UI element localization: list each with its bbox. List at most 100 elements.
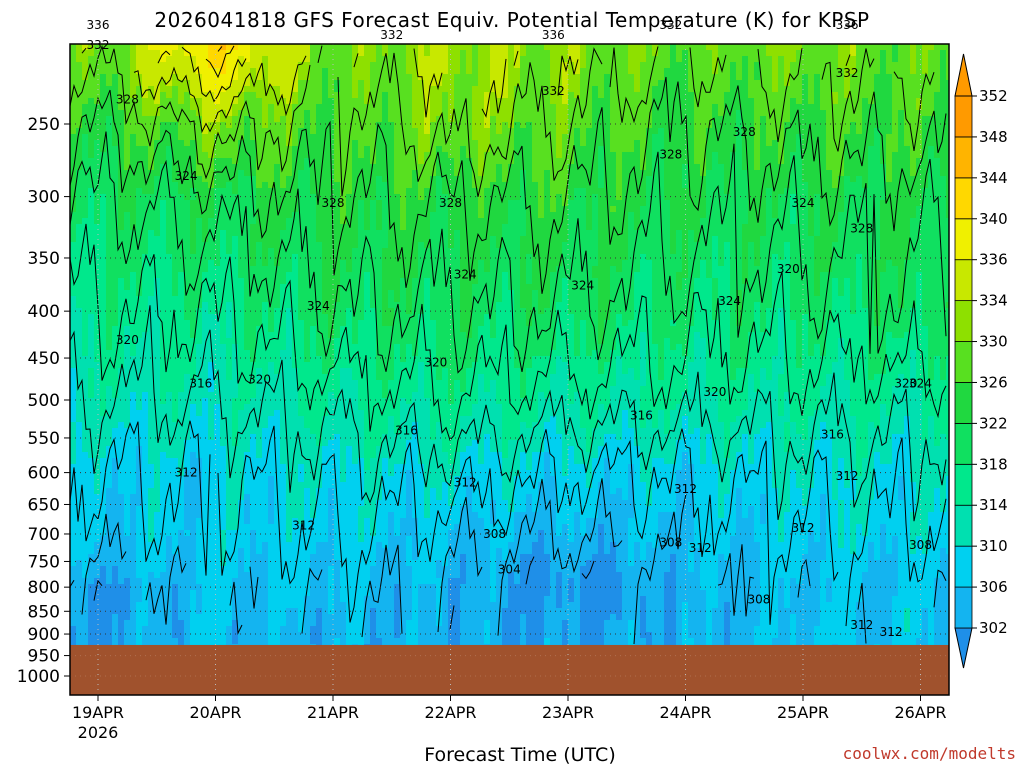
contour-label: 336 bbox=[542, 28, 565, 42]
contour-label: 308 bbox=[659, 535, 682, 549]
contour-label: 324 bbox=[792, 196, 815, 210]
colorbar-tick-label: 310 bbox=[979, 537, 1008, 555]
colorbar-tick-label: 344 bbox=[979, 169, 1008, 187]
colorbar-segment bbox=[954, 300, 973, 342]
colorbar-tick-label: 326 bbox=[979, 373, 1008, 391]
contour-label: 312 bbox=[689, 541, 712, 555]
pressure-tick-label: 950 bbox=[28, 647, 60, 667]
time-tick-label: 25APR bbox=[777, 703, 829, 722]
contour-label: 312 bbox=[792, 521, 815, 535]
contour-label: 320 bbox=[424, 355, 447, 369]
contour-label: 316 bbox=[630, 409, 653, 423]
contour-label: 324 bbox=[571, 278, 594, 292]
contour-label: 320 bbox=[703, 385, 726, 399]
contour-label: 320 bbox=[894, 377, 917, 391]
colorbar-tick-label: 352 bbox=[979, 87, 1008, 105]
pressure-tick-label: 700 bbox=[28, 525, 60, 545]
contour-label: 320 bbox=[777, 262, 800, 276]
pressure-tick-label: 350 bbox=[28, 249, 60, 269]
colorbar-tick-label: 340 bbox=[979, 210, 1008, 228]
colorbar-segment bbox=[954, 95, 973, 138]
contour-label: 316 bbox=[395, 424, 418, 438]
colorbar-segment bbox=[954, 586, 973, 629]
source-credit[interactable]: coolwx.com/modelts bbox=[842, 744, 1016, 763]
plot-frame bbox=[69, 43, 950, 696]
colorbar-min-arrow bbox=[954, 627, 973, 669]
colorbar-segment bbox=[954, 136, 973, 179]
colorbar-segment bbox=[954, 259, 973, 302]
contour-label: 312 bbox=[880, 625, 903, 639]
time-tick-label: 24APR bbox=[659, 703, 711, 722]
contour-label: 324 bbox=[718, 294, 741, 308]
contour-label: 316 bbox=[821, 427, 844, 441]
pressure-tick-label: 1000 bbox=[17, 667, 60, 687]
contour-label: 316 bbox=[189, 377, 212, 391]
colorbar-segment bbox=[954, 463, 973, 506]
contour-label: 332 bbox=[542, 84, 565, 98]
pressure-tick-label: 600 bbox=[28, 464, 60, 484]
contour-lines bbox=[70, 44, 947, 645]
colorbar-tick-label: 348 bbox=[979, 128, 1008, 146]
contour-label: 324 bbox=[307, 299, 330, 313]
contour-label: 328 bbox=[116, 92, 139, 106]
pressure-tick-label: 550 bbox=[28, 429, 60, 449]
time-tick-label: 26APR bbox=[894, 703, 946, 722]
pressure-tick-label: 800 bbox=[28, 578, 60, 598]
contour-label: 332 bbox=[659, 18, 682, 32]
contour-label: 332 bbox=[87, 38, 110, 52]
colorbar-segment bbox=[954, 177, 973, 220]
time-tick-label: 22APR bbox=[424, 703, 476, 722]
x-axis-label: Forecast Time (UTC) bbox=[424, 744, 616, 766]
contour-label: 328 bbox=[850, 221, 873, 235]
time-tick-label: 23APR bbox=[542, 703, 594, 722]
theta-e-color-field bbox=[70, 44, 949, 651]
contour-label: 328 bbox=[322, 196, 345, 210]
contour-label: 336 bbox=[87, 18, 110, 32]
colorbar-tick-label: 330 bbox=[979, 333, 1008, 351]
contour-label: 328 bbox=[733, 125, 756, 139]
colorbar-tick-label: 318 bbox=[979, 455, 1008, 473]
colorbar-segment bbox=[954, 382, 973, 424]
colorbar-tick-label: 306 bbox=[979, 578, 1008, 596]
ground-fill bbox=[70, 644, 949, 695]
pressure-tick-label: 850 bbox=[28, 602, 60, 622]
contour-label: 324 bbox=[909, 377, 932, 391]
colorbar-max-arrow bbox=[954, 53, 973, 97]
time-tick-label: 21APR bbox=[307, 703, 359, 722]
colorbar-segment bbox=[954, 422, 973, 465]
colorbar-segment bbox=[954, 545, 973, 588]
year-label: 2026 bbox=[78, 723, 119, 742]
contour-label: 312 bbox=[454, 475, 477, 489]
contour-label: 336 bbox=[836, 18, 859, 32]
contour-label: 328 bbox=[659, 148, 682, 162]
contour-label: 304 bbox=[498, 562, 521, 576]
colorbar-segment bbox=[954, 504, 973, 547]
pressure-tick-label: 300 bbox=[28, 188, 60, 208]
contour-label: 312 bbox=[850, 618, 873, 632]
pressure-tick-label: 450 bbox=[28, 349, 60, 369]
contour-label: 308 bbox=[483, 527, 506, 541]
contour-label: 312 bbox=[292, 518, 315, 532]
pressure-tick-label: 500 bbox=[28, 391, 60, 411]
contour-label: 320 bbox=[116, 333, 139, 347]
contour-label: 328 bbox=[439, 196, 462, 210]
colorbar-tick-label: 322 bbox=[979, 414, 1008, 432]
contour-label: 308 bbox=[747, 592, 770, 606]
grid-lines bbox=[70, 44, 949, 695]
contour-label: 332 bbox=[380, 28, 403, 42]
colorbar: 302 306 310 314 318 322 326 330 334 336 340 344 348 3… bbox=[954, 53, 1008, 669]
contour-label: 320 bbox=[248, 373, 271, 387]
pressure-tick-label: 750 bbox=[28, 552, 60, 572]
contour-label: 324 bbox=[454, 268, 477, 282]
pressure-tick-label: 400 bbox=[28, 302, 60, 322]
colorbar-segment bbox=[954, 341, 973, 383]
contour-label: 324 bbox=[175, 169, 198, 183]
colorbar-tick-label: 336 bbox=[979, 251, 1008, 269]
pressure-tick-label: 250 bbox=[28, 115, 60, 135]
chart-title: 2026041818 GFS Forecast Equiv. Potential… bbox=[154, 8, 870, 32]
colorbar-tick-label: 314 bbox=[979, 496, 1008, 514]
time-tick-label: 20APR bbox=[189, 703, 241, 722]
contour-label: 312 bbox=[175, 466, 198, 480]
pressure-tick-label: 900 bbox=[28, 625, 60, 645]
